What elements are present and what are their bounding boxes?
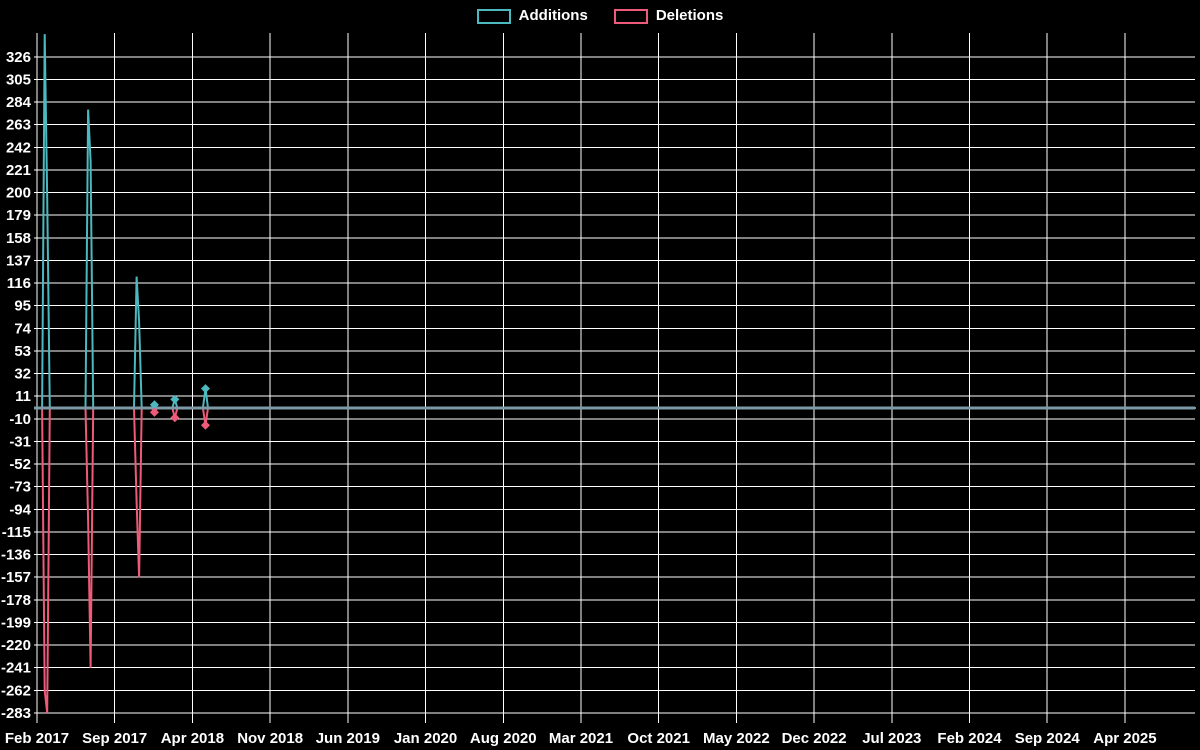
deletions-point-marker [200, 420, 211, 430]
y-axis-tick-label: -220 [1, 637, 31, 654]
y-axis-tick-label: -115 [2, 524, 31, 541]
legend-item-additions[interactable]: Additions [476, 7, 588, 25]
x-axis-tick-label: Sep 2024 [1015, 730, 1081, 747]
x-axis-tick-label: Aug 2020 [470, 730, 537, 747]
additions-point-marker [200, 384, 211, 394]
y-axis-tick-label: 11 [15, 388, 31, 405]
y-axis-tick-label: -31 [9, 433, 31, 450]
y-axis-tick-label: 137 [6, 252, 31, 269]
y-axis-tick-label: 242 [6, 139, 31, 156]
y-axis-tick-label: -10 [9, 411, 31, 428]
additions-swatch-icon [476, 8, 511, 24]
y-axis-tick-label: 116 [7, 275, 31, 292]
legend-item-deletions[interactable]: Deletions [613, 7, 724, 25]
y-axis-tick-label: 284 [6, 94, 32, 111]
deletions-point-marker [170, 413, 180, 423]
y-axis-tick-label: 53 [14, 343, 31, 360]
y-axis-tick-label: -199 [1, 614, 31, 631]
y-axis-tick-label: 200 [6, 185, 31, 202]
chart-legend: Additions Deletions [0, 7, 1200, 25]
y-axis-tick-label: 74 [14, 320, 31, 337]
y-axis-tick-label: -73 [9, 479, 31, 496]
x-axis-tick-label: Jun 2019 [316, 730, 380, 747]
y-axis-tick-label: -52 [9, 456, 31, 473]
x-axis-tick-label: May 2022 [703, 730, 770, 747]
x-axis-tick-label: Feb 2024 [937, 730, 1002, 747]
x-axis-tick-label: Jul 2023 [862, 730, 921, 747]
x-axis-tick-label: Mar 2021 [549, 730, 613, 747]
y-axis-tick-label: 326 [6, 49, 31, 66]
y-axis-tick-label: 305 [6, 71, 31, 88]
y-axis-tick-label: 32 [14, 366, 31, 383]
x-axis-tick-label: Nov 2018 [237, 730, 303, 747]
x-grid: Feb 2017 Sep 2017 Apr 2018 Nov 2018 Jun 2019… [5, 33, 1157, 747]
deletions-point-marker [149, 407, 159, 417]
x-axis-tick-label: Jan 2020 [394, 730, 457, 747]
y-axis-tick-label: -136 [1, 547, 31, 564]
y-axis-tick-label: -262 [1, 682, 31, 699]
point-markers [149, 384, 211, 430]
y-axis-tick-label: -178 [1, 592, 31, 609]
y-axis-tick-label: -94 [9, 501, 31, 518]
y-axis-tick-label: 158 [6, 230, 31, 247]
y-axis-tick-label: 95 [14, 298, 31, 315]
x-axis-tick-label: Apr 2018 [161, 730, 224, 747]
y-axis-tick-label: -241 [1, 660, 31, 677]
y-axis-tick-label: 221 [6, 162, 31, 179]
y-grid: 326 305 284 263 242 221 200 179 158 137 116 95 74 53 3… [1, 49, 1195, 722]
additions-line [37, 34, 1196, 409]
y-axis-tick-label: -157 [1, 569, 31, 586]
x-axis-tick-label: Sep 2017 [82, 730, 147, 747]
legend-label-additions: Additions [518, 7, 588, 24]
x-axis-tick-label: Oct 2021 [627, 730, 690, 747]
legend-label-deletions: Deletions [655, 7, 724, 24]
x-axis-tick-label: Dec 2022 [782, 730, 847, 747]
y-axis-tick-label: -283 [1, 705, 31, 722]
additions-point-marker [170, 394, 180, 404]
deletions-swatch-icon [613, 8, 648, 24]
x-axis-tick-label: Feb 2017 [5, 730, 69, 747]
x-axis-tick-label: Apr 2025 [1093, 730, 1156, 747]
y-axis-tick-label: 179 [6, 207, 31, 224]
additions-point-marker [149, 400, 159, 410]
y-axis-tick-label: 263 [6, 117, 31, 134]
